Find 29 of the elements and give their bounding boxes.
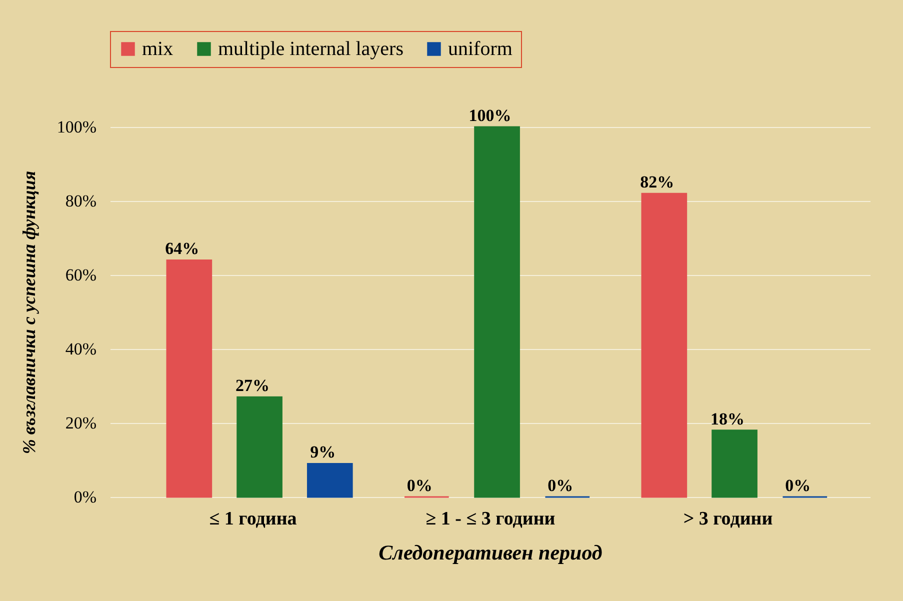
y-axis-title: % възглавнички с успешна функция	[18, 170, 39, 454]
y-tick-label: 40%	[65, 340, 96, 358]
data-label: 27%	[236, 376, 270, 396]
y-tick-label: 80%	[65, 192, 96, 210]
bar	[166, 259, 212, 498]
y-tick-label: 60%	[65, 266, 96, 284]
y-tick-label: 20%	[65, 414, 96, 432]
data-label: 64%	[165, 239, 200, 258]
data-label: 18%	[710, 409, 744, 428]
bar	[712, 430, 758, 498]
data-label: 9%	[310, 442, 336, 462]
bar	[474, 126, 520, 498]
legend-label: uniform	[448, 38, 513, 60]
bar	[236, 396, 282, 498]
bar	[306, 462, 353, 498]
data-label: 0%	[785, 476, 811, 495]
data-label: 82%	[640, 172, 674, 192]
y-tick-label: 0%	[74, 488, 96, 506]
data-label: 0%	[406, 476, 432, 495]
legend-label: mix	[142, 38, 174, 60]
x-tick-label: ≤ 1 година	[209, 508, 298, 530]
data-label: 0%	[548, 476, 574, 495]
data-label: 100%	[468, 106, 512, 125]
x-tick-label: ≥ 1 - ≤ 3 години	[426, 508, 556, 530]
bar	[641, 192, 688, 498]
x-axis-title: Следоперативен период	[378, 540, 602, 564]
y-tick-label: 100%	[56, 118, 96, 136]
legend-label: multiple internal layers	[218, 38, 404, 60]
x-tick-label: > 3 години	[683, 508, 773, 530]
